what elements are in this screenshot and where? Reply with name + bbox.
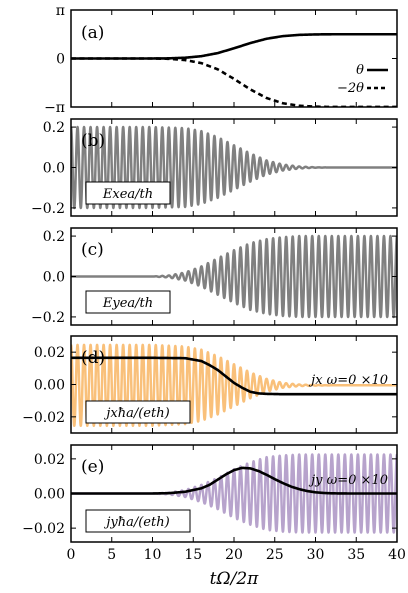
x-tick-label: 25	[266, 547, 284, 563]
panel-d-annotation: jx ω=0 ×10	[308, 373, 388, 388]
panel-d-label: (d)	[81, 348, 105, 368]
panel-b-quantity-label: Exea/th	[102, 187, 153, 202]
panel-c-label: (c)	[81, 240, 104, 260]
panel-d-quantity-label: jxħa/(eth)	[103, 406, 169, 421]
legend-minus-2theta-label: −2θ	[337, 81, 364, 96]
panel-c-ticks: −0.2 0.0 0.2	[31, 228, 398, 326]
x-tick-label: 20	[225, 547, 243, 563]
panel-e-annotation: jy ω=0 ×10	[308, 473, 388, 488]
y-tick-label: 0.2	[43, 229, 65, 245]
series-line-4-1	[71, 466, 397, 495]
y-tick-label: −0.2	[31, 201, 65, 217]
panel-e-quantity-label: jyħa/(eth)	[103, 515, 169, 530]
panel-d-ticks: −0.02 0.00 0.02	[22, 336, 398, 433]
panel-b-label: (b)	[81, 131, 105, 151]
y-tick-label: 0	[56, 52, 65, 68]
panel-c-plot	[71, 234, 397, 319]
x-tick-label: 40	[388, 547, 406, 563]
x-tick-label: 5	[107, 547, 116, 563]
y-tick-label: 0.2	[43, 120, 65, 136]
panel-b: −0.2 0.0 0.2 (b) Exea/th	[31, 118, 398, 217]
y-tick-label: −0.2	[31, 310, 65, 326]
y-tick-label: −0.02	[22, 521, 65, 537]
panel-e: −0.02 0.00 0.02 (e) jy ω=0 ×10 jyħa/(eth)	[22, 444, 398, 543]
panel-a-ticks: −π 0 π	[44, 3, 398, 116]
panel-e-plot	[71, 453, 397, 534]
series-line-0-0	[71, 32, 397, 60]
x-axis: 0 5 10 15 20 25 30 35 40	[67, 547, 406, 563]
series-line-2-0	[71, 234, 397, 319]
panel-a: −π 0 π (a) θ −2θ	[44, 3, 398, 116]
panel-b-box-label: Exea/th	[85, 181, 171, 205]
y-tick-label: 0.02	[34, 345, 65, 361]
panel-c-box-label: Eyea/th	[85, 290, 171, 314]
panel-e-box-label: jyħa/(eth)	[85, 509, 191, 533]
panel-b-ticks: −0.2 0.0 0.2	[31, 119, 398, 217]
y-tick-label: 0.00	[34, 487, 65, 503]
x-tick-label: 35	[347, 547, 365, 563]
y-tick-label: 0.0	[43, 161, 65, 177]
y-tick-label: 0.0	[43, 270, 65, 286]
panel-e-label: (e)	[81, 457, 104, 477]
panel-a-label: (a)	[81, 23, 104, 43]
series-line-3-1	[71, 356, 397, 396]
panel-c: −0.2 0.0 0.2 (c) Eyea/th	[31, 227, 398, 326]
legend-theta-label: θ	[356, 63, 364, 78]
x-tick-label: 0	[67, 547, 76, 563]
x-tick-label: 10	[144, 547, 162, 563]
x-tick-label: 30	[307, 547, 325, 563]
panel-d: −0.02 0.00 0.02 (d) jx ω=0 ×10 jxħa/(eth)	[22, 335, 398, 434]
panel-e-ticks: −0.02 0.00 0.02	[22, 445, 398, 542]
y-tick-label: −0.02	[22, 410, 65, 426]
x-axis-label: tΩ/2π	[210, 569, 259, 589]
y-tick-label: π	[56, 3, 65, 19]
y-tick-label: 0.02	[34, 452, 65, 468]
panel-c-quantity-label: Eyea/th	[102, 296, 153, 311]
panel-a-legend: θ −2θ	[337, 63, 388, 96]
panel-d-box-label: jxħa/(eth)	[85, 400, 191, 424]
y-tick-label: −π	[44, 100, 65, 116]
x-tick-label: 15	[184, 547, 202, 563]
y-tick-label: 0.00	[34, 378, 65, 394]
panel-a-plot	[71, 32, 397, 107]
